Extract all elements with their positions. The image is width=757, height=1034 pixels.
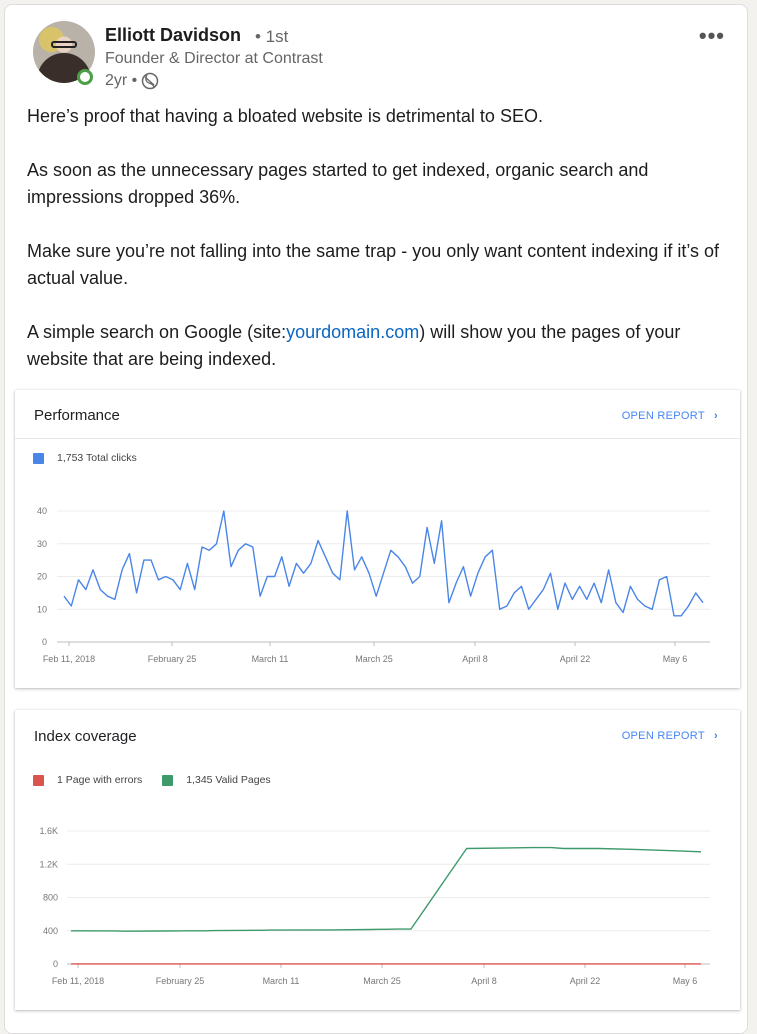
card-title: Performance	[34, 407, 120, 424]
card-divider	[15, 438, 740, 439]
x-tick-label: Feb 11, 2018	[52, 976, 104, 986]
y-tick-label: 0	[53, 959, 58, 969]
card-title: Index coverage	[34, 728, 137, 745]
online-status-indicator	[77, 69, 93, 85]
chevron-right-icon: ›	[714, 410, 718, 422]
open-report-button[interactable]: OPEN REPORT ›	[622, 730, 718, 742]
chart-legend: 1,753 Total clicks	[33, 452, 157, 464]
post-meta: 2yr •	[105, 72, 159, 90]
feed-post: Elliott Davidson • 1st Founder & Directo…	[4, 4, 748, 1034]
domain-link[interactable]: yourdomain.com	[286, 322, 420, 342]
legend-swatch	[33, 452, 44, 464]
open-report-label: OPEN REPORT	[621, 730, 705, 742]
performance-card: Performance OPEN REPORT › 1,753 Total cl…	[15, 390, 740, 688]
post-text: A simple search on Google (site:	[27, 322, 287, 342]
y-tick-label: 800	[43, 893, 58, 903]
y-tick-label: 400	[43, 926, 58, 936]
post-paragraph-3: Make sure you’re not falling into the sa…	[27, 241, 720, 288]
x-tick-label: March 11	[263, 976, 300, 986]
legend-label: 1,345 Valid Pages	[186, 774, 271, 786]
x-tick-label: April 22	[570, 976, 601, 986]
post-time: 2yr •	[105, 72, 138, 89]
legend-label: 1,753 Total clicks	[57, 452, 137, 464]
index-coverage-card: Index coverage OPEN REPORT › 1 Page with…	[15, 710, 740, 1010]
post-paragraph-2: As soon as the unnecessary pages started…	[27, 160, 649, 207]
post-paragraph-4: A simple search on Google (site:yourdoma…	[27, 319, 737, 373]
y-tick-label: 0	[42, 637, 47, 647]
legend-swatch	[33, 774, 44, 786]
x-tick-label: Feb 11, 2018	[43, 654, 95, 664]
open-report-button[interactable]: OPEN REPORT ›	[622, 410, 718, 422]
index-coverage-chart: 0 400 800 1.2K 1.6K Feb 11, 2018 February 25 Ma…	[39, 826, 710, 986]
x-tick-label: May 6	[673, 976, 698, 986]
legend-swatch	[162, 774, 174, 786]
x-tick-label: February 25	[156, 976, 205, 986]
y-tick-label: 10	[37, 604, 47, 614]
series-line-total-clicks	[63, 510, 704, 617]
author-avatar[interactable]	[33, 21, 95, 83]
x-tick-label: April 8	[471, 976, 497, 986]
y-tick-label: 40	[37, 506, 47, 516]
x-tick-label: April 8	[462, 654, 488, 664]
post-body: Here’s proof that having a bloated websi…	[27, 103, 737, 400]
x-tick-label: March 11	[252, 654, 289, 664]
legend-label: 1 Page with errors	[57, 774, 143, 786]
y-tick-label: 1.6K	[39, 826, 58, 836]
avatar-glasses	[51, 41, 77, 48]
globe-icon	[142, 72, 159, 90]
chevron-right-icon: ›	[714, 730, 718, 742]
x-tick-label: May 6	[663, 654, 688, 664]
open-report-label: OPEN REPORT	[621, 410, 705, 422]
post-text: ) will show you the pages of your websit…	[27, 322, 681, 369]
more-horizontal-icon[interactable]: •••	[698, 23, 725, 48]
y-tick-label: 20	[37, 572, 47, 582]
performance-chart: 0 10 20 30 40 Feb 11, 2018 February 25 March 11…	[37, 506, 710, 664]
x-tick-label: February 25	[148, 654, 197, 664]
y-tick-label: 30	[37, 539, 47, 549]
x-tick-label: March 25	[363, 976, 401, 986]
post-paragraph-1: Here’s proof that having a bloated websi…	[27, 106, 543, 126]
chart-legend: 1 Page with errors 1,345 Valid Pages	[33, 774, 291, 786]
x-tick-label: March 25	[355, 654, 393, 664]
series-line-valid-pages	[70, 846, 702, 932]
y-tick-label: 1.2K	[39, 859, 58, 869]
author-headline: Founder & Director at Contrast	[105, 50, 323, 67]
x-tick-label: April 22	[560, 654, 591, 664]
legend-item-valid[interactable]: 1,345 Valid Pages	[162, 774, 271, 786]
legend-item-errors[interactable]: 1 Page with errors	[33, 774, 142, 786]
author-name[interactable]: Elliott Davidson	[105, 25, 242, 45]
connection-degree: • 1st	[255, 27, 289, 46]
legend-item-clicks[interactable]: 1,753 Total clicks	[33, 452, 137, 464]
